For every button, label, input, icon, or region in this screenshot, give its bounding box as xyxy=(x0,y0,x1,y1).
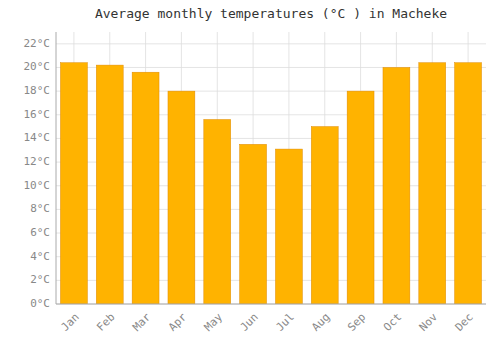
x-tick-label: Dec xyxy=(453,311,476,334)
y-tick-label: 12°C xyxy=(24,155,51,168)
y-tick-label: 4°C xyxy=(30,250,50,263)
y-grid-line xyxy=(56,304,486,305)
bar xyxy=(204,120,231,304)
y-tick-label: 10°C xyxy=(24,179,51,192)
x-tick-label: Aug xyxy=(309,311,332,334)
x-tick-label: Mar xyxy=(130,310,154,334)
x-tick-label: Oct xyxy=(381,311,404,334)
chart-title: Average monthly temperatures (°C ) in Ma… xyxy=(95,6,447,21)
y-tick-label: 22°C xyxy=(24,37,51,50)
x-tick-label: Feb xyxy=(94,311,117,334)
x-axis-line xyxy=(56,304,486,305)
bar xyxy=(275,149,302,304)
grid xyxy=(56,32,486,304)
bar xyxy=(132,72,159,304)
bar xyxy=(311,127,338,304)
bar xyxy=(419,63,446,304)
y-tick-label: 14°C xyxy=(24,131,51,144)
y-tick-label: 6°C xyxy=(30,226,50,239)
x-tick-label: May xyxy=(202,310,226,334)
bars xyxy=(60,63,481,304)
y-tick-label: 2°C xyxy=(30,273,50,286)
bar xyxy=(96,65,123,304)
bar xyxy=(240,144,267,304)
x-tick-label: Sep xyxy=(345,311,368,334)
chart-container: 0°C 2°C 4°C 6°C 8°C 10°C 12°C 14°C 16°C 18°C 20°C 2… xyxy=(0,0,500,350)
x-tick-label: Jun xyxy=(238,311,261,334)
x-tick-label: Apr xyxy=(166,310,190,334)
bar xyxy=(347,91,374,304)
y-tick-label: 20°C xyxy=(24,60,51,73)
y-tick-label: 16°C xyxy=(24,108,51,121)
y-tick-label: 8°C xyxy=(30,202,50,215)
axes: 0°C 2°C 4°C 6°C 8°C 10°C 12°C 14°C 16°C 18°C 20°C 2… xyxy=(24,37,476,334)
y-tick-label: 0°C xyxy=(30,297,50,310)
x-tick-label: Jan xyxy=(58,311,81,334)
bar xyxy=(383,67,410,304)
chart-svg: 0°C 2°C 4°C 6°C 8°C 10°C 12°C 14°C 16°C 18°C 20°C 2… xyxy=(0,0,500,350)
x-tick-label: Jul xyxy=(273,311,296,334)
bar xyxy=(60,63,87,304)
bar xyxy=(168,91,195,304)
x-tick-label: Nov xyxy=(417,310,441,334)
y-axis-line xyxy=(56,32,57,304)
y-grid-line xyxy=(56,43,486,44)
y-tick-label: 18°C xyxy=(24,84,51,97)
bar xyxy=(455,63,482,304)
